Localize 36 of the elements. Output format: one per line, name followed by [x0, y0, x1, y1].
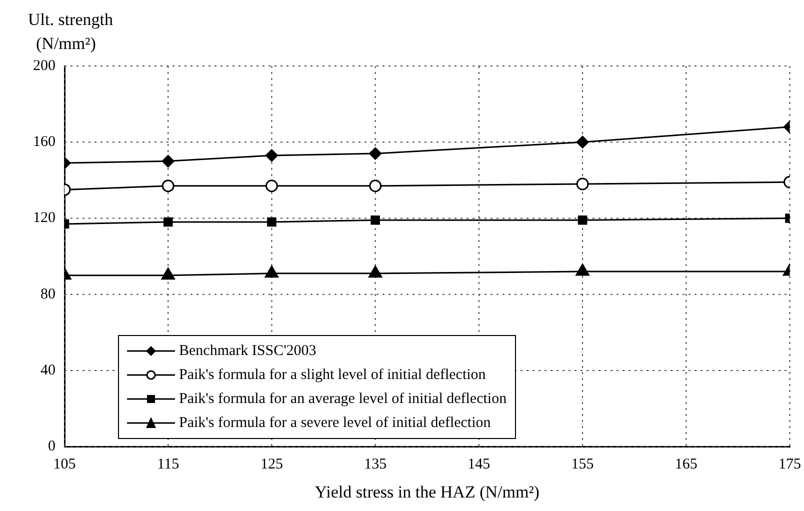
x-tick-label: 105 — [53, 456, 76, 473]
point — [576, 178, 589, 190]
point — [368, 266, 382, 278]
x-tick-label: 115 — [157, 456, 180, 473]
y-tick-label: 40 — [40, 362, 56, 378]
x-tick-label: 125 — [260, 456, 283, 473]
point — [162, 154, 174, 168]
point — [162, 180, 174, 192]
y-tick-label: 120 — [33, 210, 56, 226]
point — [267, 217, 276, 227]
x-axis-title: Yield stress in the HAZ (N/mm²) — [314, 482, 540, 502]
point — [369, 147, 382, 160]
x-tick-label: 175 — [778, 456, 801, 473]
point — [370, 216, 380, 225]
point — [576, 264, 590, 276]
point — [369, 180, 382, 192]
y-tick-label: 80 — [40, 286, 56, 302]
legend-label: Paik's formula for an average level of initial deflection — [179, 390, 507, 408]
x-tick-label: 135 — [364, 456, 387, 473]
point — [265, 180, 278, 192]
x-tick-label: 165 — [674, 456, 698, 473]
point — [265, 149, 278, 162]
y-tick-label: 160 — [33, 134, 56, 150]
y-axis-title: Ult. strength (N/mm²) — [28, 9, 113, 55]
point — [163, 217, 173, 227]
legend-label: Paik's formula for a slight level of initial deflection — [179, 366, 486, 384]
point — [576, 136, 589, 148]
legend-label: Paik's formula for a severe level of initial deflection — [179, 414, 491, 432]
x-tick-label: 145 — [468, 456, 490, 473]
point — [161, 268, 175, 280]
point — [578, 216, 588, 225]
y-tick-label: 0 — [48, 438, 56, 455]
legend-label: Benchmark ISSC'2003 — [179, 342, 316, 360]
x-tick-label: 155 — [571, 456, 594, 473]
point — [264, 266, 279, 278]
y-tick-label: 200 — [33, 58, 56, 74]
